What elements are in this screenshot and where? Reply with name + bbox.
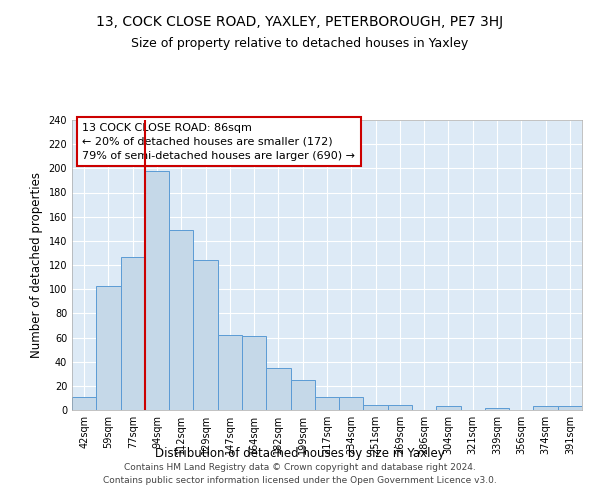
Text: 13 COCK CLOSE ROAD: 86sqm
← 20% of detached houses are smaller (172)
79% of semi: 13 COCK CLOSE ROAD: 86sqm ← 20% of detac… [82, 123, 355, 161]
Bar [339, 396, 364, 410]
Bar [72, 396, 96, 410]
Bar [218, 335, 242, 410]
Text: 13, COCK CLOSE ROAD, YAXLEY, PETERBOROUGH, PE7 3HJ: 13, COCK CLOSE ROAD, YAXLEY, PETERBOROUG… [97, 15, 503, 29]
Bar [533, 406, 558, 410]
Bar [388, 405, 412, 410]
Bar [169, 230, 193, 410]
Y-axis label: Number of detached properties: Number of detached properties [30, 172, 43, 358]
Bar [436, 406, 461, 410]
Bar [485, 408, 509, 410]
Bar [364, 405, 388, 410]
Bar [290, 380, 315, 410]
Bar [193, 260, 218, 410]
Bar [96, 286, 121, 410]
Bar [266, 368, 290, 410]
Bar [315, 396, 339, 410]
Bar [121, 256, 145, 410]
Bar [558, 406, 582, 410]
Bar [145, 171, 169, 410]
Text: Distribution of detached houses by size in Yaxley: Distribution of detached houses by size … [155, 448, 445, 460]
Text: Size of property relative to detached houses in Yaxley: Size of property relative to detached ho… [131, 38, 469, 51]
Text: Contains HM Land Registry data © Crown copyright and database right 2024.
Contai: Contains HM Land Registry data © Crown c… [103, 464, 497, 485]
Bar [242, 336, 266, 410]
